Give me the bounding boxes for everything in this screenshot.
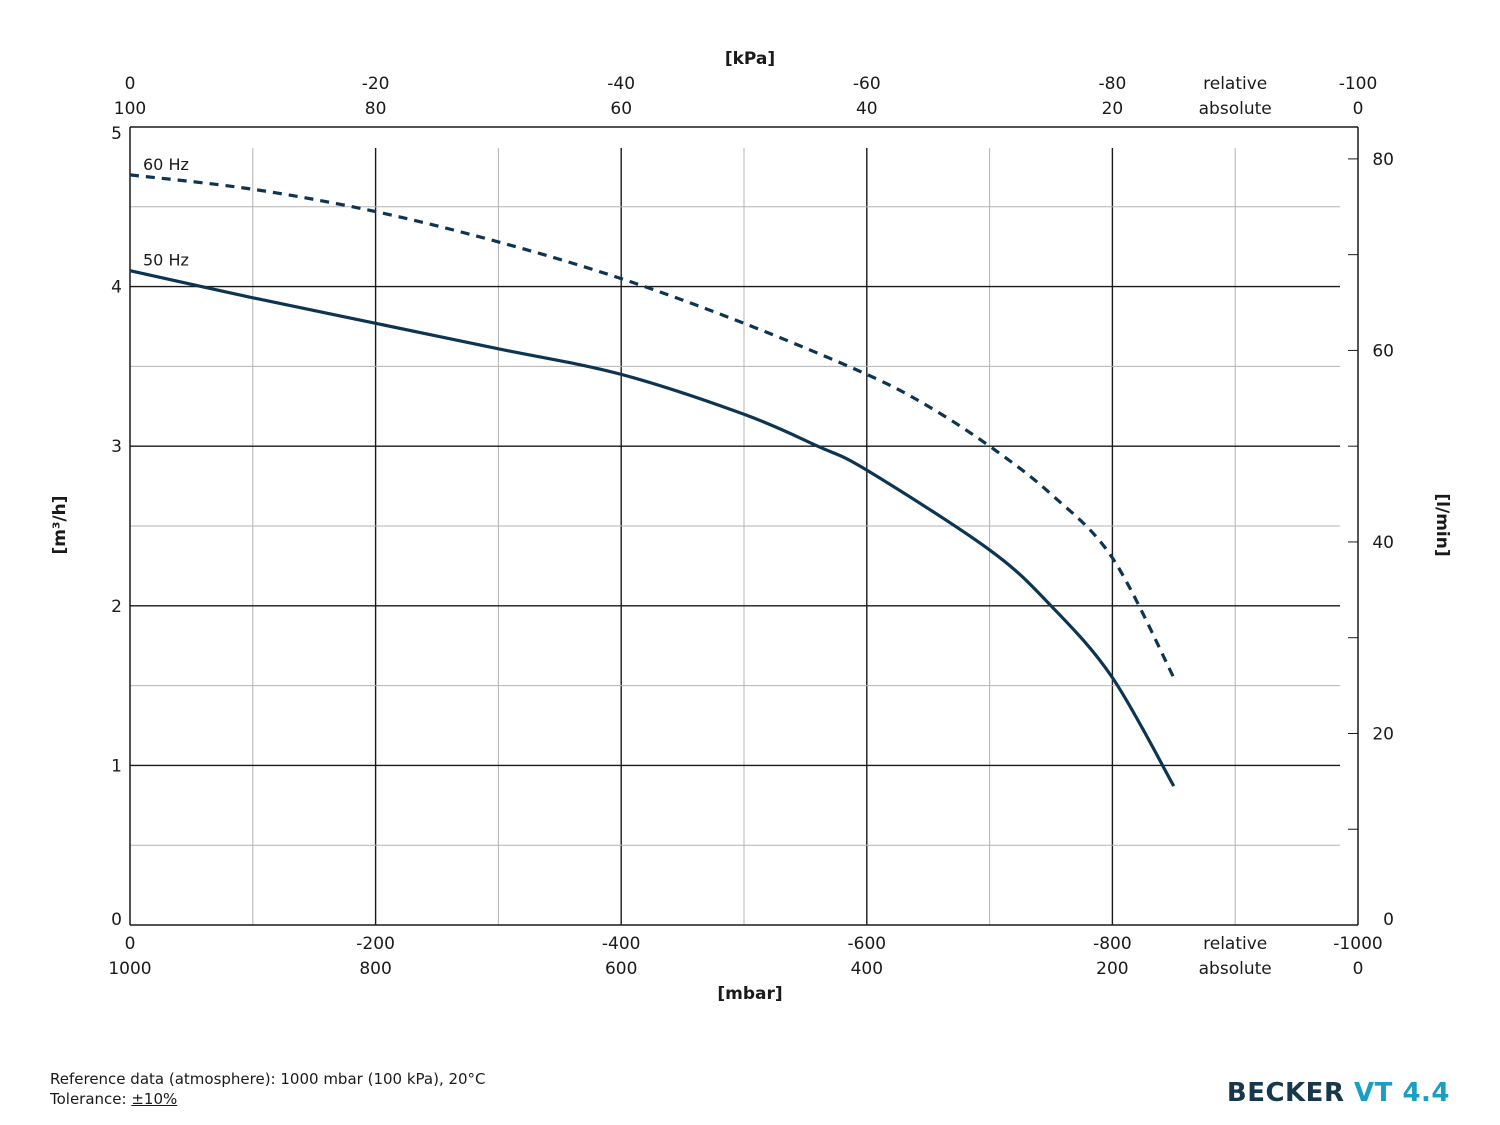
series-line-50hz	[129, 269, 1176, 787]
y-right-tick: 40	[1372, 533, 1394, 553]
x-top-title: [kPa]	[725, 49, 775, 69]
plot-frame	[129, 126, 1359, 926]
y-left-title: [m³/h]	[50, 495, 70, 554]
x-top-relative-tick: -20	[362, 74, 390, 94]
model-name: VT 4.4	[1354, 1078, 1450, 1108]
y-left-tick: 5	[111, 124, 122, 144]
x-bottom-relative-tick: -800	[1093, 934, 1132, 954]
series-line-60hz	[129, 173, 1176, 679]
x-bottom-relative-tick: -1000	[1333, 934, 1382, 954]
y-left-tick: 0	[111, 910, 122, 930]
x-bottom-relative-tick: 0	[125, 934, 136, 954]
y-right-tick: 60	[1372, 341, 1394, 361]
x-bottom-absolute-tick: absolute	[1199, 959, 1272, 979]
tolerance-note: Tolerance: ±10%	[50, 1090, 177, 1108]
reference-note: Reference data (atmosphere): 1000 mbar (…	[50, 1070, 486, 1088]
x-bottom-title: [mbar]	[717, 984, 782, 1004]
x-bottom-absolute-tick: 800	[359, 959, 391, 979]
x-bottom-relative-tick: -400	[602, 934, 641, 954]
y-left-tick: 4	[111, 278, 122, 298]
y-right-tick: 80	[1372, 150, 1394, 170]
series-labels: 50 Hz 60 Hz	[143, 155, 189, 270]
y-left-tick: 1	[111, 756, 122, 776]
tolerance-value: ±10%	[131, 1090, 178, 1108]
x-bottom-relative-tick: -200	[356, 934, 395, 954]
x-top-absolute-tick: 100	[114, 99, 146, 119]
x-bottom-absolute-tick: 600	[605, 959, 637, 979]
y-left-tick: 2	[111, 597, 122, 617]
series-label-50hz: 50 Hz	[143, 251, 189, 270]
series-lines	[129, 173, 1176, 787]
x-top-relative-tick: -100	[1339, 74, 1378, 94]
x-bottom-absolute-tick: 1000	[108, 959, 151, 979]
x-top-absolute-tick: absolute	[1199, 99, 1272, 119]
x-top-absolute-tick: 40	[856, 99, 878, 119]
x-bottom-absolute-tick: 0	[1353, 959, 1364, 979]
x-bottom-relative-tick: -600	[848, 934, 887, 954]
x-top-absolute-tick: 20	[1102, 99, 1124, 119]
x-top-relative-tick: relative	[1203, 74, 1267, 94]
tolerance-label: Tolerance:	[50, 1090, 132, 1108]
x-top-relative-tick: -60	[853, 74, 881, 94]
x-top-absolute-tick: 80	[365, 99, 387, 119]
x-top-relative-tick: -40	[607, 74, 635, 94]
series-label-60hz: 60 Hz	[143, 155, 189, 174]
x-bottom-relative-tick: relative	[1203, 934, 1267, 954]
brand-logo: BECKER VT 4.4	[1227, 1078, 1450, 1108]
x-top-relative-tick: -80	[1099, 74, 1127, 94]
grid	[130, 148, 1340, 925]
x-top-absolute-tick: 60	[610, 99, 632, 119]
y-right-title: [l/min]	[1432, 493, 1452, 556]
x-bottom-absolute-tick: 200	[1096, 959, 1128, 979]
brand-name: BECKER	[1226, 1078, 1345, 1108]
x-top-relative-tick: 0	[125, 74, 136, 94]
x-bottom-absolute-tick: 400	[851, 959, 883, 979]
axis-titles: [kPa] [mbar] [m³/h] [l/min]	[50, 49, 1452, 1004]
y-right-tick: 0	[1383, 910, 1394, 930]
y-left-tick: 3	[111, 437, 122, 457]
y-right-tick: 20	[1372, 724, 1394, 744]
x-top-absolute-tick: 0	[1353, 99, 1364, 119]
